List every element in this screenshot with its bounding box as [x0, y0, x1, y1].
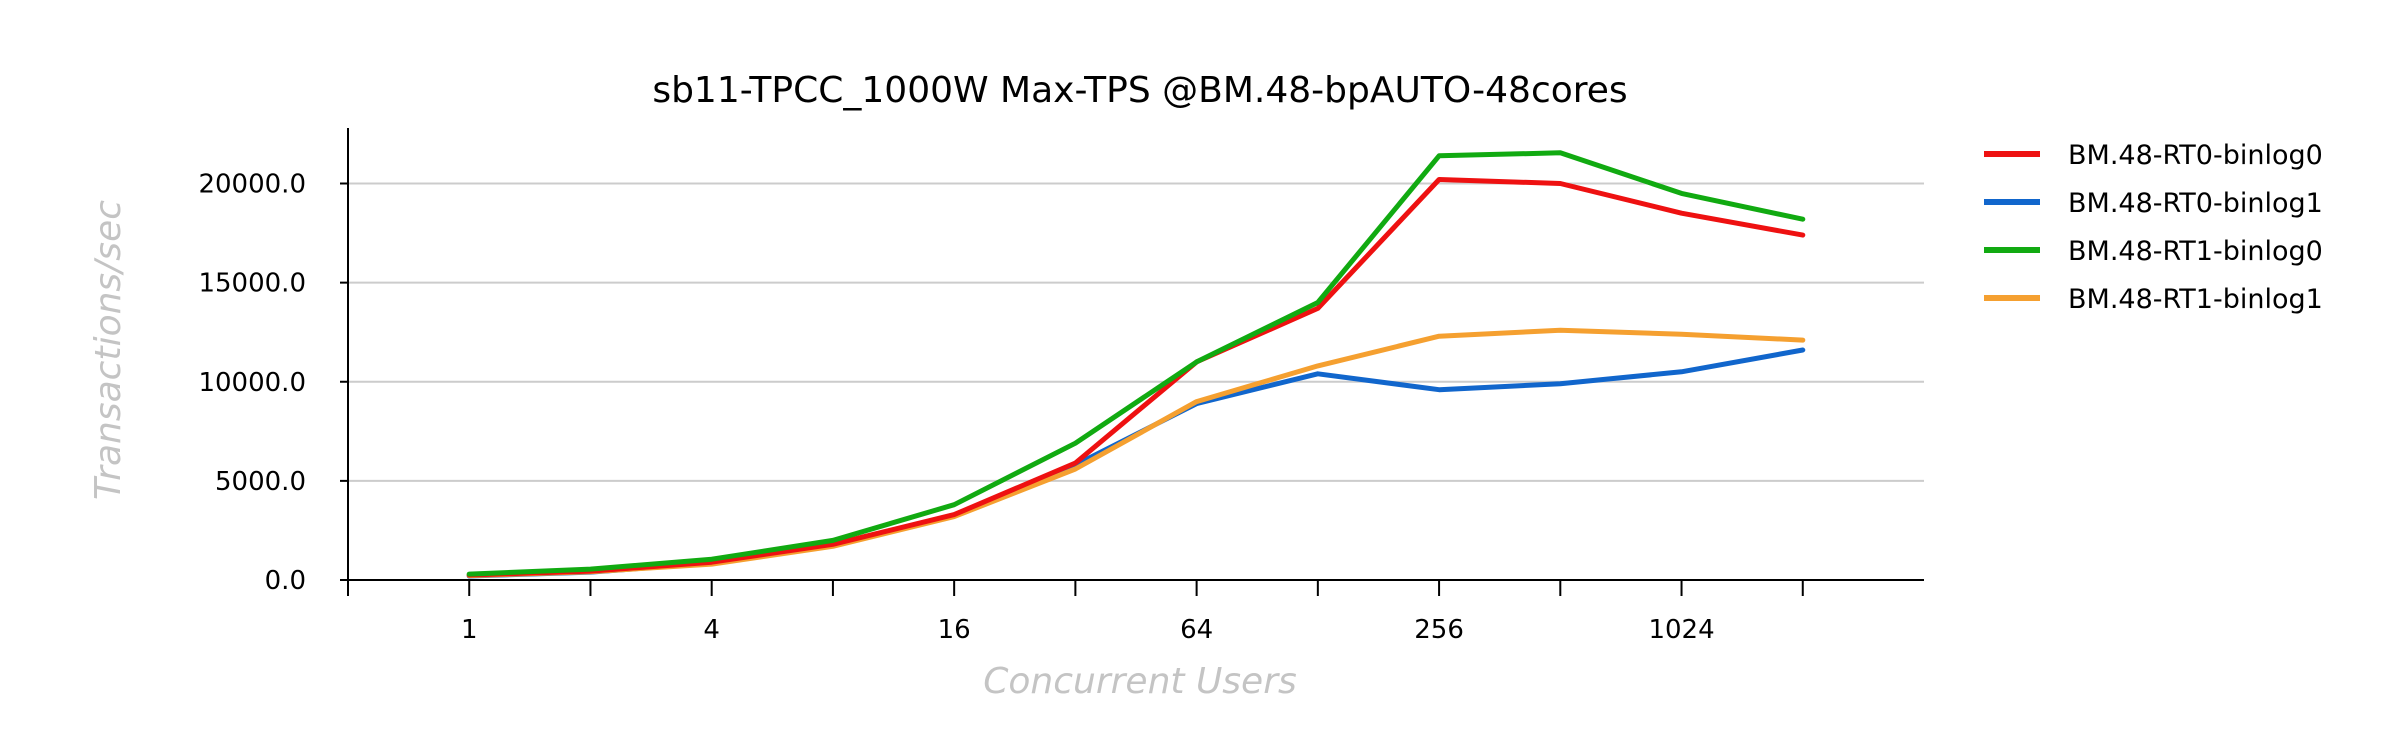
x-axis-ticks: 1 4 16 64 256 1024: [347, 580, 1804, 645]
y-tick-label: 15000.0: [198, 269, 306, 299]
legend-entry: BM.48-RT1-binlog0: [2068, 236, 2323, 267]
x-tick-label: 4: [703, 615, 720, 645]
x-tick-label: 256: [1414, 615, 1464, 645]
x-tick-label: 1: [461, 615, 478, 645]
chart-title: sb11-TPCC_1000W Max-TPS @BM.48-bpAUTO-48…: [652, 70, 1627, 111]
series-line-BM.48-RT0-binlog1: [466, 347, 1806, 579]
axes: [347, 128, 1924, 581]
legend-entry: BM.48-RT0-binlog0: [2068, 140, 2323, 171]
y-tick-label: 5000.0: [215, 467, 306, 497]
x-tick-label: 16: [938, 615, 971, 645]
legend-entry: BM.48-RT1-binlog1: [2068, 284, 2323, 315]
legend: BM.48-RT0-binlog0 BM.48-RT0-binlog1 BM.48-…: [1984, 140, 2323, 315]
legend-entry: BM.48-RT0-binlog1: [2068, 188, 2323, 219]
series-line-BM.48-RT1-binlog0: [466, 150, 1806, 577]
y-axis-ticks: 0.0 5000.0 10000.0 15000.0 20000.0: [198, 170, 348, 596]
series-lines: [466, 150, 1806, 579]
x-tick-label: 64: [1180, 615, 1213, 645]
series-line-BM.48-RT0-binlog0: [466, 177, 1806, 578]
y-tick-label: 0.0: [265, 566, 306, 596]
series-line-BM.48-RT1-binlog1: [466, 327, 1806, 579]
y-axis-label: Transactions/sec: [88, 200, 129, 500]
grid-lines: [348, 182, 1924, 482]
x-axis-label: Concurrent Users: [983, 661, 1297, 702]
y-tick-label: 10000.0: [198, 368, 306, 398]
y-tick-label: 20000.0: [198, 170, 306, 200]
x-tick-label: 1024: [1648, 615, 1714, 645]
